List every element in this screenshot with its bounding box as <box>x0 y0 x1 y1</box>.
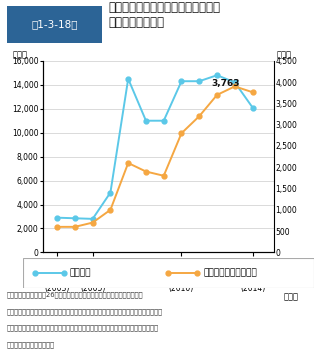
Text: (2003): (2003) <box>45 284 70 293</box>
Text: 3,763: 3,763 <box>212 79 240 88</box>
Text: 第1-3-18図: 第1-3-18図 <box>31 19 78 29</box>
Text: 学校におけるいじめに関する人権相
談・人権侵犯事件: 学校におけるいじめに関する人権相 談・人権侵犯事件 <box>109 1 221 29</box>
Text: 17: 17 <box>88 268 97 277</box>
Text: （件）: （件） <box>13 50 28 59</box>
Text: 人権侵犯事件（右軸）: 人権侵犯事件（右軸） <box>203 268 257 277</box>
Bar <box>7 6 102 43</box>
Text: (2005): (2005) <box>80 284 105 293</box>
Text: （注）ここでいう「人権侵犯事件」とは，いじめに対する学校側の安全配慮義務を問い: （注）ここでいう「人権侵犯事件」とは，いじめに対する学校側の安全配慮義務を問い <box>7 308 163 315</box>
Text: (2010): (2010) <box>169 284 194 293</box>
Text: 人権相談: 人権相談 <box>70 268 91 277</box>
Text: （出典）法務省「平成26年の「人権侵犯事件」の状況について（概要）」: （出典）法務省「平成26年の「人権侵犯事件」の状況について（概要）」 <box>7 292 143 298</box>
Text: とするものではない。: とするものではない。 <box>7 342 54 348</box>
Text: 22: 22 <box>177 268 186 277</box>
Text: （年）: （年） <box>283 292 298 301</box>
Text: 26: 26 <box>248 268 257 277</box>
Text: 学校長などを相手方とするものである。いじめを行ったとされる子どもを相手方: 学校長などを相手方とするものである。いじめを行ったとされる子どもを相手方 <box>7 325 159 332</box>
Text: （件）: （件） <box>276 50 291 59</box>
Text: 平成15: 平成15 <box>48 268 67 277</box>
Text: (2014): (2014) <box>240 284 265 293</box>
